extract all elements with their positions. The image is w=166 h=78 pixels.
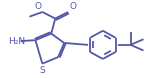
Text: O: O (69, 2, 76, 11)
Text: S: S (40, 66, 45, 75)
Text: O: O (34, 2, 41, 11)
Text: H₂N: H₂N (8, 37, 25, 46)
